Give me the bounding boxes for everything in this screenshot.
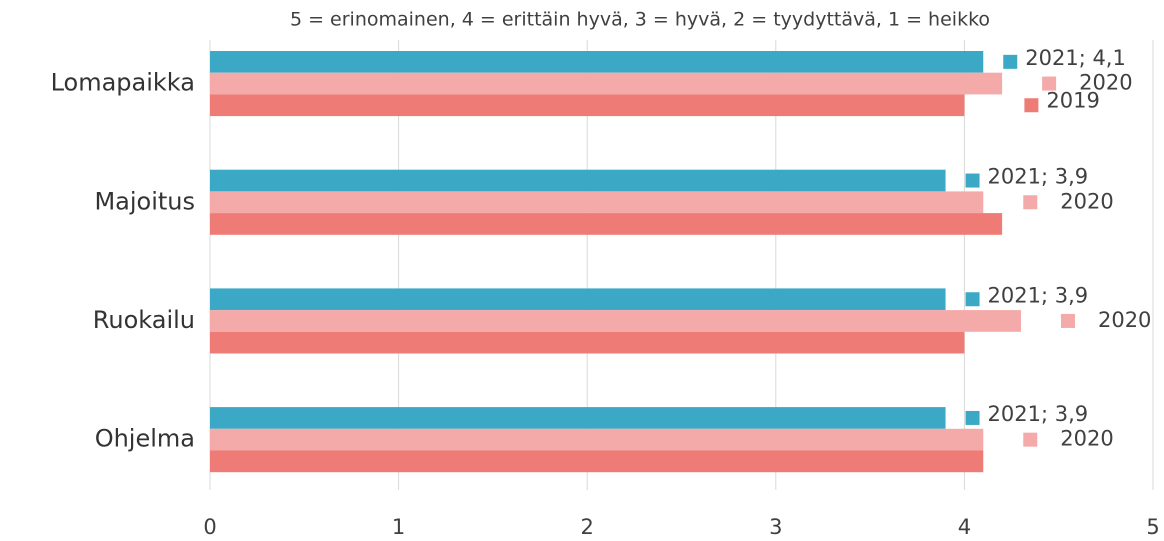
bar (210, 428, 984, 451)
bar (210, 213, 1003, 235)
data-label: 2020 (1060, 427, 1113, 451)
data-label: 2020 (1060, 189, 1113, 213)
data-label: 2021; 3,9 (988, 402, 1089, 426)
x-tick-label: 3 (769, 515, 782, 539)
legend-key (1060, 313, 1075, 328)
bar (210, 72, 1003, 95)
data-label: 2020 (1079, 71, 1132, 95)
legend-key (965, 173, 980, 188)
y-tick-label: Majoitus (94, 187, 195, 215)
data-label: 2019 (1046, 88, 1099, 112)
bar (210, 191, 984, 214)
legend-key (1003, 54, 1018, 69)
data-label: 2021; 4,1 (1025, 46, 1126, 70)
legend-key (1024, 98, 1039, 113)
bar (210, 288, 946, 311)
data-label: 2021; 3,9 (988, 283, 1089, 307)
bar (210, 94, 965, 117)
legend-key (1023, 432, 1038, 447)
data-label: 2020 (1098, 308, 1151, 332)
y-tick-label: Ohjelma (95, 425, 195, 453)
x-tick-label: 0 (203, 515, 216, 539)
y-tick-label: Lomapaikka (51, 69, 195, 97)
legend-key (965, 292, 980, 307)
bar (210, 169, 946, 192)
bar (210, 450, 984, 473)
legend-key (965, 410, 980, 425)
legend-key (1023, 195, 1038, 210)
x-tick-label: 2 (581, 515, 594, 539)
bar (210, 407, 946, 429)
y-tick-label: Ruokailu (93, 306, 195, 334)
data-label: 2021; 3,9 (988, 165, 1089, 189)
bar (210, 331, 965, 354)
legend-key (1042, 76, 1057, 91)
x-tick-label: 1 (392, 515, 405, 539)
x-tick-label: 4 (958, 515, 971, 539)
x-tick-label: 5 (1146, 515, 1159, 539)
chart-subtitle: 5 = erinomainen, 4 = erittäin hyvä, 3 = … (290, 9, 990, 31)
bar (210, 310, 1021, 332)
bar (210, 51, 984, 73)
